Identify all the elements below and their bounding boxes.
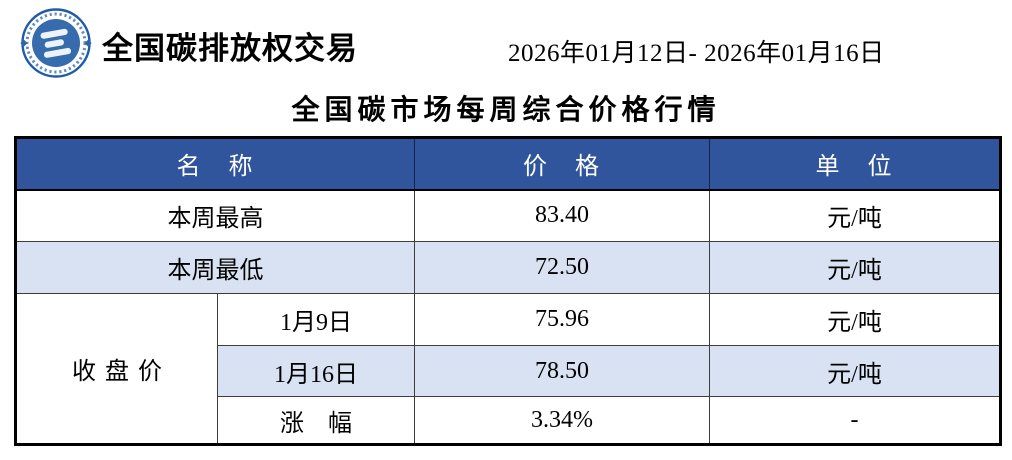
row-price: 75.96 bbox=[414, 293, 710, 346]
col-header-unit: 单 位 bbox=[709, 137, 1001, 191]
row-unit: 元/吨 bbox=[709, 293, 1001, 346]
row-price: 83.40 bbox=[414, 189, 710, 242]
date-range: 2026年01月12日- 2026年01月16日 bbox=[508, 40, 885, 67]
row-price: 3.34% bbox=[414, 396, 710, 445]
brand-title: 全国碳排放权交易 bbox=[102, 31, 358, 66]
row-label: 涨 幅 bbox=[217, 396, 415, 445]
page-title: 全国碳市场每周综合价格行情 bbox=[291, 95, 721, 126]
closing-price-group-label: 收盘价 bbox=[15, 293, 218, 445]
table-row-close-jan16: 1月16日 78.50 元/吨 bbox=[16, 345, 1001, 397]
table-row-close-jan9: 收盘价 1月9日 75.96 元/吨 bbox=[15, 293, 1001, 445]
row-label: 本周最低 bbox=[15, 241, 415, 294]
table-row-change-pct: 涨 幅 3.34% - bbox=[16, 396, 1001, 445]
row-price: 78.50 bbox=[414, 345, 710, 397]
row-unit: - bbox=[709, 396, 1001, 445]
table-header-row: 名 称 价 格 单 位 bbox=[15, 137, 1001, 191]
row-unit: 元/吨 bbox=[709, 189, 1001, 242]
exchange-emblem-icon bbox=[20, 8, 92, 78]
col-header-price: 价 格 bbox=[414, 137, 710, 191]
table-row-week-low: 本周最低 72.50 元/吨 bbox=[15, 241, 1001, 294]
row-price: 72.50 bbox=[414, 241, 710, 294]
row-label: 1月16日 bbox=[217, 345, 415, 397]
row-unit: 元/吨 bbox=[709, 345, 1001, 397]
col-header-name: 名 称 bbox=[15, 137, 415, 191]
row-label: 1月9日 bbox=[217, 293, 415, 346]
row-unit: 元/吨 bbox=[709, 241, 1001, 294]
row-label: 本周最高 bbox=[15, 189, 415, 242]
price-table: 名 称 价 格 单 位 本周最高 83.40 元/吨 本周最低 72.50 元/… bbox=[14, 136, 1002, 446]
table-row-week-high: 本周最高 83.40 元/吨 bbox=[15, 189, 1001, 242]
